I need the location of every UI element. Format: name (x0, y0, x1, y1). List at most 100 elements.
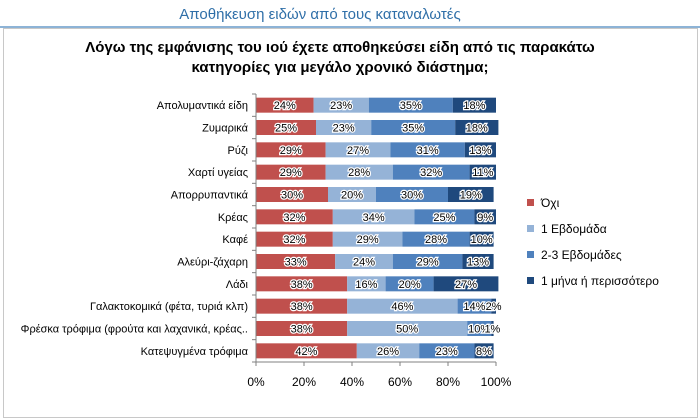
data-label: 38% (291, 324, 313, 336)
bar-segment (256, 298, 348, 314)
category-label: Καφέ (222, 234, 248, 246)
data-label: 10% (468, 324, 490, 336)
legend-swatch (527, 251, 534, 258)
bar-segment (325, 164, 393, 180)
data-label: 28% (425, 234, 447, 246)
data-label: 29% (417, 257, 439, 269)
data-label: 14% (463, 301, 485, 313)
data-label: 27% (455, 279, 477, 291)
category-label: Φρέσκα τρόφιμα (φρούτα και λαχανικά, κρέ… (21, 324, 248, 336)
bar-segment (256, 254, 336, 269)
x-tick-label: 20% (292, 375, 316, 389)
legend-swatch (527, 199, 534, 206)
data-label: 38% (291, 301, 313, 313)
category-label: Αλεύρι-ζάχαρη (177, 257, 248, 269)
bar-segment (402, 231, 470, 247)
bar-segment (448, 187, 494, 202)
bar-segment (313, 97, 369, 113)
bar-segment (469, 231, 494, 247)
data-label: 42% (295, 346, 317, 358)
data-label: 33% (285, 257, 307, 269)
chart-title: Λόγω της εμφάνισης του ιού έχετε αποθηκε… (0, 38, 680, 78)
bar-segment (256, 343, 357, 359)
data-label: 32% (283, 212, 305, 224)
bar-segment (347, 321, 468, 336)
bar-segment (356, 343, 420, 359)
data-label: 29% (280, 167, 302, 179)
bar-segment (474, 343, 494, 359)
bar-segment (376, 187, 448, 202)
header-title: Αποθήκευση ειδών από τους καταναλωτές (179, 6, 461, 23)
category-label: Απολυμαντικά είδη (157, 100, 248, 112)
category-label: Χαρτί υγείας (188, 167, 248, 179)
bar-segment (491, 298, 496, 314)
data-label: 18% (463, 100, 485, 112)
bar-segment (368, 97, 453, 113)
bar-segment (462, 254, 494, 269)
data-label: 11% (472, 167, 493, 179)
data-label: 30% (281, 190, 303, 202)
data-label: 26% (377, 346, 399, 358)
category-label: Λάδι (226, 279, 249, 291)
bar-segment (385, 276, 434, 292)
data-label: 13% (467, 257, 489, 269)
legend-label: 1 Εβδομάδα (541, 222, 607, 236)
data-label: 35% (400, 100, 422, 112)
bar-segment (419, 343, 475, 359)
data-label: 23% (436, 346, 458, 358)
data-label: 25% (433, 212, 455, 224)
bar-segment (347, 276, 386, 292)
bar-segment (256, 164, 326, 180)
chart-title-line-2: κατηγορίες για μεγάλο χρονικό διάστημα; (191, 59, 489, 76)
legend-swatch (527, 225, 534, 232)
bar-segment (414, 209, 475, 225)
data-label: 18% (466, 123, 488, 135)
data-label: 31% (417, 145, 439, 157)
bar-segment (332, 209, 415, 225)
bar-segment (347, 298, 458, 314)
data-label: 8% (476, 346, 492, 358)
bar-segment (392, 254, 463, 269)
x-tick-label: 80% (436, 375, 460, 389)
bar-segment (256, 120, 316, 135)
data-label: 50% (396, 324, 418, 336)
category-label: Ζυμαρικά (202, 123, 248, 135)
data-label: 30% (401, 190, 423, 202)
data-label: 24% (274, 100, 296, 112)
category-label: Απορρυπαντικά (171, 190, 249, 202)
data-label: 46% (391, 301, 413, 313)
data-label: 28% (348, 167, 370, 179)
legend-swatch (527, 277, 534, 284)
legend-label: 2-3 Εβδομάδες (541, 248, 622, 262)
bar-segment (332, 231, 403, 247)
data-label: 32% (283, 234, 305, 246)
data-label: 23% (333, 123, 355, 135)
bar-segment (256, 209, 333, 225)
data-label: 23% (330, 100, 352, 112)
data-label: 1% (484, 324, 500, 336)
data-label: 19% (460, 190, 482, 202)
bar-segment (455, 120, 499, 135)
category-label: Κατεψυγμένα τρόφιμα (141, 346, 249, 358)
data-label: 25% (275, 123, 297, 135)
data-label: 9% (477, 212, 493, 224)
data-label: 34% (363, 212, 385, 224)
data-label: 38% (291, 279, 313, 291)
bar-segment (256, 142, 326, 158)
x-tick-label: 40% (340, 375, 364, 389)
legend-label: Όχι (540, 196, 560, 210)
bar-segment (457, 298, 492, 314)
bar-segment (452, 97, 496, 113)
bar-segment (256, 231, 333, 247)
bar-segment (256, 187, 328, 202)
header-divider (0, 26, 700, 28)
bar-segment (256, 321, 348, 336)
bar-segment (256, 97, 314, 113)
category-label: Κρέας (218, 212, 248, 224)
data-label: 10% (471, 234, 493, 246)
bar-segment (467, 321, 492, 336)
data-label: 13% (469, 145, 491, 157)
category-label: Γαλακτοκομικά (φέτα, τυριά κλπ) (90, 301, 248, 313)
data-label: 20% (341, 190, 363, 202)
